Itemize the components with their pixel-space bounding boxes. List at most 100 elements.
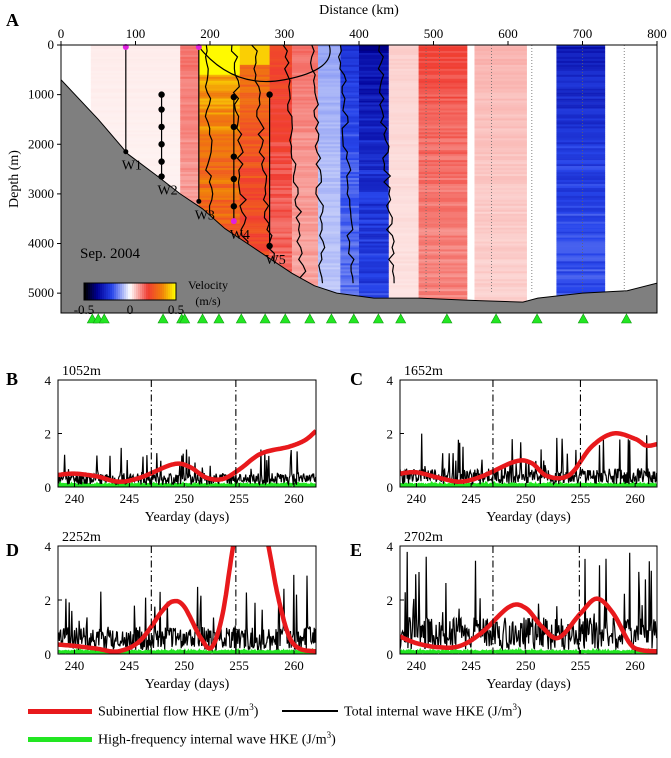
velocity-cell [418, 247, 468, 250]
panel-e-xtick-label: 255 [571, 658, 591, 673]
velocity-cell [388, 170, 419, 173]
velocity-cell [318, 257, 341, 260]
velocity-cell [418, 94, 468, 97]
velocity-cell [239, 120, 270, 123]
velocity-cell [418, 86, 468, 89]
velocity-cell [359, 229, 390, 232]
velocity-cell [291, 122, 319, 125]
velocity-cell [90, 120, 181, 123]
velocity-cell [359, 136, 390, 139]
velocity-cell [269, 207, 293, 211]
velocity-cell [359, 170, 390, 173]
velocity-cell [556, 82, 606, 86]
velocity-cell [418, 112, 468, 115]
velocity-cell [388, 120, 419, 123]
velocity-cell [90, 62, 181, 66]
panel-d-xtick-label: 255 [229, 658, 249, 673]
panel-a-ytick-label: 4000 [28, 236, 54, 251]
velocity-cell [291, 45, 319, 48]
velocity-cell [198, 72, 241, 76]
colorbar-cell [86, 283, 89, 300]
velocity-cell [474, 132, 527, 135]
velocity-cell [318, 251, 341, 254]
velocity-cell [318, 201, 341, 205]
velocity-cell [318, 213, 341, 217]
velocity-cell [90, 78, 181, 82]
colorbar-cell [126, 283, 129, 300]
panel-b-ytick-label: 4 [45, 373, 52, 388]
mooring-label: W3 [195, 208, 215, 223]
velocity-cell [474, 54, 527, 58]
velocity-cell [388, 211, 419, 215]
velocity-cell [291, 162, 319, 165]
velocity-cell [388, 283, 419, 286]
velocity-cell [474, 205, 527, 209]
panel-a-xtick-label: 700 [573, 26, 593, 41]
velocity-cell [291, 183, 319, 187]
velocity-cell [239, 62, 270, 66]
panel-e-xtick-label: 245 [461, 658, 481, 673]
velocity-cell [239, 231, 270, 234]
velocity-cell [318, 195, 341, 199]
velocity-cell [318, 241, 341, 244]
legend-item-total: Total internal wave HKE (J/m3) [282, 702, 522, 721]
velocity-cell [359, 273, 390, 276]
velocity-cell [418, 158, 468, 161]
velocity-cell [388, 164, 419, 167]
velocity-cell [474, 267, 527, 270]
velocity-cell [269, 138, 293, 141]
velocity-cell [239, 162, 270, 165]
station-triangle [259, 313, 271, 324]
velocity-cell [90, 136, 181, 139]
velocity-cell [474, 279, 527, 282]
velocity-cell [90, 142, 181, 145]
velocity-cell [556, 185, 606, 189]
velocity-cell [318, 82, 341, 86]
velocity-cell [556, 45, 606, 48]
mooring-instrument [230, 203, 238, 210]
panel-letter-e: E [350, 540, 362, 560]
velocity-cell [474, 160, 527, 163]
velocity-cell [556, 90, 606, 93]
velocity-cell [556, 68, 606, 72]
velocity-cell [239, 170, 270, 173]
velocity-cell [359, 279, 390, 282]
velocity-cell [90, 86, 181, 89]
velocity-cell [269, 172, 293, 175]
velocity-cell [269, 158, 293, 161]
velocity-cell [418, 148, 468, 151]
velocity-cell [318, 92, 341, 95]
velocity-cell [318, 261, 341, 264]
velocity-cell [388, 108, 419, 111]
velocity-cell [474, 233, 527, 236]
velocity-cell [359, 225, 390, 228]
velocity-cell [474, 273, 527, 276]
velocity-cell [90, 148, 181, 151]
velocity-cell [418, 237, 468, 240]
velocity-cell [418, 176, 468, 179]
velocity-cell [556, 150, 606, 153]
velocity-cell [318, 122, 341, 125]
velocity-cell [318, 118, 341, 121]
colorbar-label: Velocity [188, 278, 228, 292]
velocity-cell [388, 162, 419, 165]
velocity-cell [388, 68, 419, 72]
velocity-cell [239, 178, 270, 181]
velocity-cell [318, 193, 341, 197]
velocity-cell [198, 116, 241, 119]
velocity-cell [318, 229, 341, 232]
velocity-cell [180, 52, 200, 56]
velocity-cell [340, 291, 360, 294]
velocity-cell [291, 74, 319, 78]
velocity-cell [556, 154, 606, 157]
velocity-cell [418, 56, 468, 60]
velocity-cell [474, 134, 527, 137]
velocity-cell [291, 104, 319, 107]
velocity-cell [269, 197, 293, 201]
velocity-cell [269, 215, 293, 219]
velocity-cell [198, 215, 241, 219]
velocity-cell [269, 199, 293, 203]
velocity-cell [291, 253, 319, 256]
velocity-cell [180, 106, 200, 109]
panel-a-xtick-label: 800 [647, 26, 667, 41]
